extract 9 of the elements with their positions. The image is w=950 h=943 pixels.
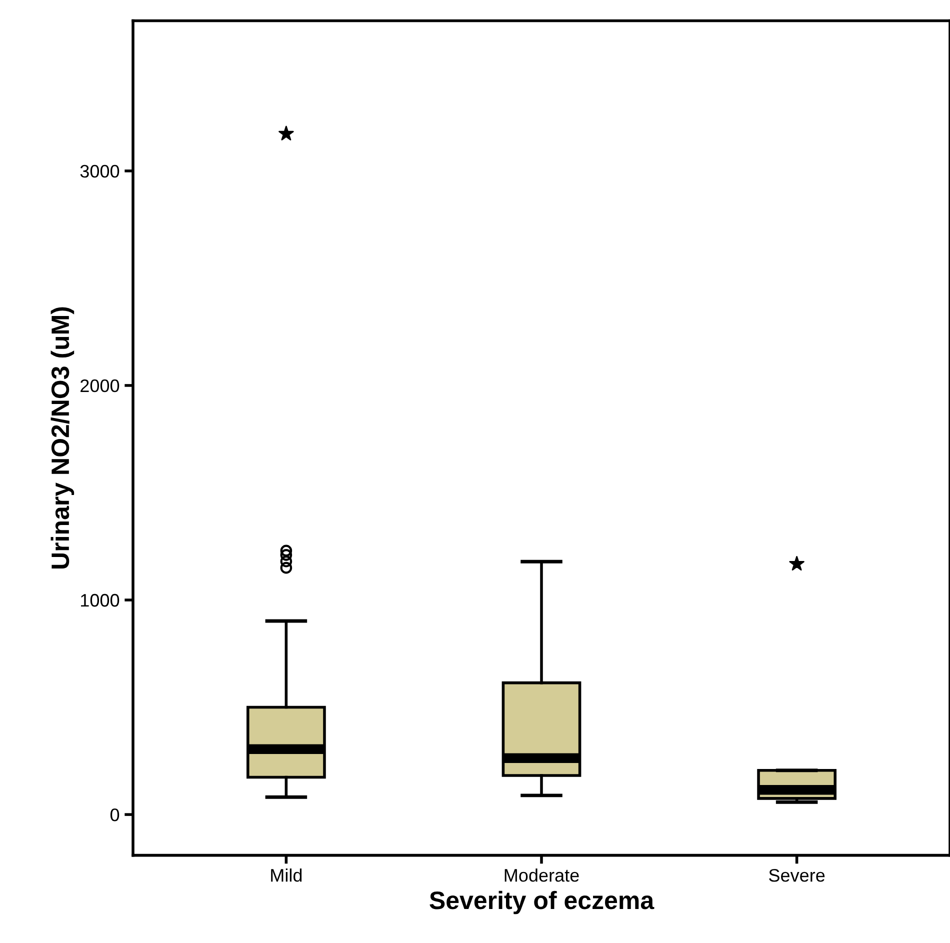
y-tick-label: 0 [110, 808, 120, 822]
y-tick-label: 1000 [81, 594, 120, 607]
x-axis-title: Severity of eczema [430, 890, 654, 914]
x-tick-label: Mild [271, 868, 302, 882]
x-tick-label: Severe [769, 868, 825, 882]
y-tick-label: 2000 [80, 379, 120, 392]
y-axis-title: Urinary NO2/NO3 (uM) [50, 307, 74, 568]
x-tick-label: Moderate [504, 868, 579, 882]
y-tick-label: 3000 [80, 164, 120, 178]
